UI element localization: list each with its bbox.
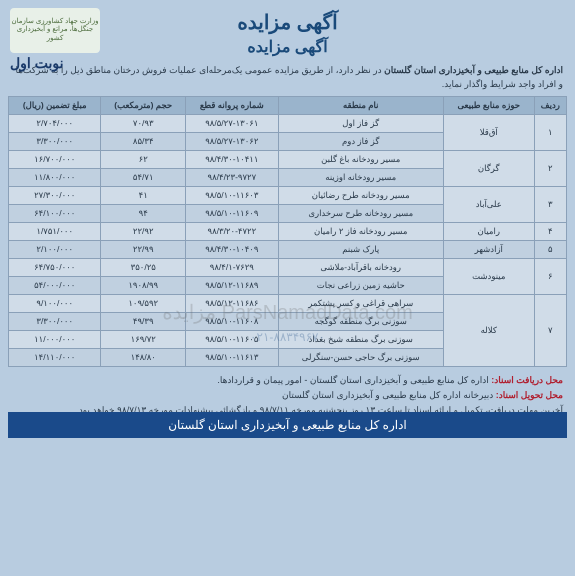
cell-idx: ۲ (534, 150, 566, 186)
cell-region: مسیر رودخانه باغ گلبن (278, 150, 443, 168)
cell-vol: ۳۵۰/۲۵ (101, 258, 186, 276)
cell-permit: ۹۸/۴/۳۰-۱۰۴۱۱ (186, 150, 279, 168)
table-row: ۳علی‌آبادمسیر رودخانه طرح رضائیان۹۸/۵/۱۰… (9, 186, 567, 204)
cell-zone: آق‌قلا (443, 114, 534, 150)
cell-region: رودخانه باقرآباد-ملاشی (278, 258, 443, 276)
cell-region: سوزنی برگ منطقه شیخ بغداد (278, 330, 443, 348)
cell-vol: ۲۲/۹۲ (101, 222, 186, 240)
footer-label-receive: محل دریافت اسناد: (491, 375, 563, 385)
cell-dep: ۱۱/۰۰۰/۰۰۰ (9, 330, 101, 348)
cell-idx: ۳ (534, 186, 566, 222)
cell-vol: ۹۴ (101, 204, 186, 222)
cell-dep: ۱۶/۷۰۰/۰۰۰ (9, 150, 101, 168)
cell-idx: ۴ (534, 222, 566, 240)
cell-permit: ۹۸/۵/۲۷-۱۳۰۶۲ (186, 132, 279, 150)
cell-region: مسیر رودخانه طرح رضائیان (278, 186, 443, 204)
table-row: ۷کلالهسراهی قراغی و کسر پشتکمر۹۸/۵/۱۲-۱۱… (9, 294, 567, 312)
footer-text-receive: اداره کل منابع طبیعی و آبخیزداری استان گ… (217, 375, 491, 385)
cell-dep: ۵۴/۰۰۰/۰۰۰ (9, 276, 101, 294)
cell-dep: ۶۴/۱۰۰/۰۰۰ (9, 204, 101, 222)
cell-permit: ۹۸/۵/۱۰-۱۱۶۱۳ (186, 348, 279, 366)
cell-zone: مینودشت (443, 258, 534, 294)
cell-dep: ۲/۱۰۰/۰۰۰ (9, 240, 101, 258)
cell-idx: ۷ (534, 294, 566, 366)
cell-idx: ۱ (534, 114, 566, 150)
cell-permit: ۹۸/۴/۲۳-۹۷۲۷ (186, 168, 279, 186)
footer-bar-text: اداره کل منابع طبیعی و آبخیزداری استان گ… (168, 418, 407, 432)
footer-label-submit: محل تحویل اسناد: (496, 390, 563, 400)
intro-org-name: اداره کل منابع طبیعی و آبخیزداری استان گ… (384, 65, 563, 75)
cell-permit: ۹۸/۵/۱۰-۱۱۶۰۸ (186, 312, 279, 330)
cell-region: مسیر رودخانه فاز ۲ رامیان (278, 222, 443, 240)
cell-region: گز فاز دوم (278, 132, 443, 150)
cell-dep: ۶۴/۷۵۰/۰۰۰ (9, 258, 101, 276)
cell-region: سراهی قراغی و کسر پشتکمر (278, 294, 443, 312)
col-region: نام منطقه (278, 96, 443, 114)
cell-vol: ۷۰/۹۳ (101, 114, 186, 132)
cell-permit: ۹۸/۴/۳۰-۱۰۴۰۹ (186, 240, 279, 258)
col-permit: شماره پروانه قطع (186, 96, 279, 114)
col-dep: مبلغ تضمین (ریال) (9, 96, 101, 114)
cell-zone: علی‌آباد (443, 186, 534, 222)
cell-vol: ۲۲/۹۹ (101, 240, 186, 258)
cell-dep: ۳/۳۰۰/۰۰۰ (9, 132, 101, 150)
cell-idx: ۶ (534, 258, 566, 294)
footer-bar: اداره کل منابع طبیعی و آبخیزداری استان گ… (8, 412, 567, 438)
cell-zone: رامیان (443, 222, 534, 240)
cell-region: حاشیه زمین زراعی نجات (278, 276, 443, 294)
cell-idx: ۵ (534, 240, 566, 258)
cell-dep: ۱/۷۵۱/۰۰۰ (9, 222, 101, 240)
cell-permit: ۹۸/۵/۱۰-۱۱۶۰۵ (186, 330, 279, 348)
cell-vol: ۱۰۹/۵۹۲ (101, 294, 186, 312)
cell-region: پارک شبنم (278, 240, 443, 258)
cell-vol: ۱۶۹/۷۲ (101, 330, 186, 348)
cell-dep: ۲/۷۰۴/۰۰۰ (9, 114, 101, 132)
cell-permit: ۹۸/۵/۲۷-۱۳۰۶۱ (186, 114, 279, 132)
cell-dep: ۱۴/۱۱۰/۰۰۰ (9, 348, 101, 366)
col-zone: حوزه منابع طبیعی (443, 96, 534, 114)
cell-region: مسیر رودخانه اوزینه (278, 168, 443, 186)
cell-zone: کلاله (443, 294, 534, 366)
cell-vol: ۱۴۸/۸۰ (101, 348, 186, 366)
cell-permit: ۹۸/۴/۱-۷۶۲۹ (186, 258, 279, 276)
cell-dep: ۱۱/۸۰۰/۰۰۰ (9, 168, 101, 186)
logo-text: وزارت جهاد کشاورزی سازمان جنگل‌ها، مراتع… (10, 18, 100, 43)
auction-table: ردیف حوزه منابع طبیعی نام منطقه شماره پر… (8, 96, 567, 367)
footer-text-submit: دبیرخانه اداره کل منابع طبیعی و آبخیزدار… (282, 390, 496, 400)
cell-region: سوزنی برگ حاجی حسن-سنگرلی (278, 348, 443, 366)
cell-zone: گرگان (443, 150, 534, 186)
table-row: ۴رامیانمسیر رودخانه فاز ۲ رامیان۹۸/۳/۲۰-… (9, 222, 567, 240)
cell-permit: ۹۸/۵/۱۰-۱۱۶۰۹ (186, 204, 279, 222)
cell-permit: ۹۸/۵/۱۲-۱۱۶۸۶ (186, 294, 279, 312)
cell-vol: ۴۹/۳۹ (101, 312, 186, 330)
cell-dep: ۳/۳۰۰/۰۰۰ (9, 312, 101, 330)
table-row: ۲گرگانمسیر رودخانه باغ گلبن۹۸/۴/۳۰-۱۰۴۱۱… (9, 150, 567, 168)
col-idx: ردیف (534, 96, 566, 114)
edition-badge: نوبت اول (10, 55, 63, 72)
col-vol: حجم (مترمکعب) (101, 96, 186, 114)
cell-vol: ۱۹۰۸/۹۹ (101, 276, 186, 294)
cell-vol: ۴۱ (101, 186, 186, 204)
table-row: ۶مینودشترودخانه باقرآباد-ملاشی۹۸/۴/۱-۷۶۲… (9, 258, 567, 276)
table-row: ۱آق‌قلاگز فاز اول۹۸/۵/۲۷-۱۳۰۶۱۷۰/۹۳۲/۷۰۴… (9, 114, 567, 132)
cell-dep: ۲۷/۳۰۰/۰۰۰ (9, 186, 101, 204)
cell-permit: ۹۸/۵/۱۲-۱۱۶۸۹ (186, 276, 279, 294)
intro-paragraph: اداره کل منابع طبیعی و آبخیزداری استان گ… (12, 63, 563, 92)
cell-zone: آزادشهر (443, 240, 534, 258)
cell-vol: ۶۲ (101, 150, 186, 168)
cell-dep: ۹/۱۰۰/۰۰۰ (9, 294, 101, 312)
cell-region: گز فاز اول (278, 114, 443, 132)
cell-permit: ۹۸/۵/۱۰-۱۱۶۰۳ (186, 186, 279, 204)
cell-permit: ۹۸/۳/۲۰-۴۷۲۲ (186, 222, 279, 240)
cell-region: سوزنی برگ منطقه گوگجه (278, 312, 443, 330)
table-row: ۵آزادشهرپارک شبنم۹۸/۴/۳۰-۱۰۴۰۹۲۲/۹۹۲/۱۰۰… (9, 240, 567, 258)
cell-vol: ۵۴/۷۱ (101, 168, 186, 186)
org-logo: وزارت جهاد کشاورزی سازمان جنگل‌ها، مراتع… (10, 8, 100, 53)
cell-region: مسیر رودخانه طرح سرخداری (278, 204, 443, 222)
cell-vol: ۸۵/۳۴ (101, 132, 186, 150)
